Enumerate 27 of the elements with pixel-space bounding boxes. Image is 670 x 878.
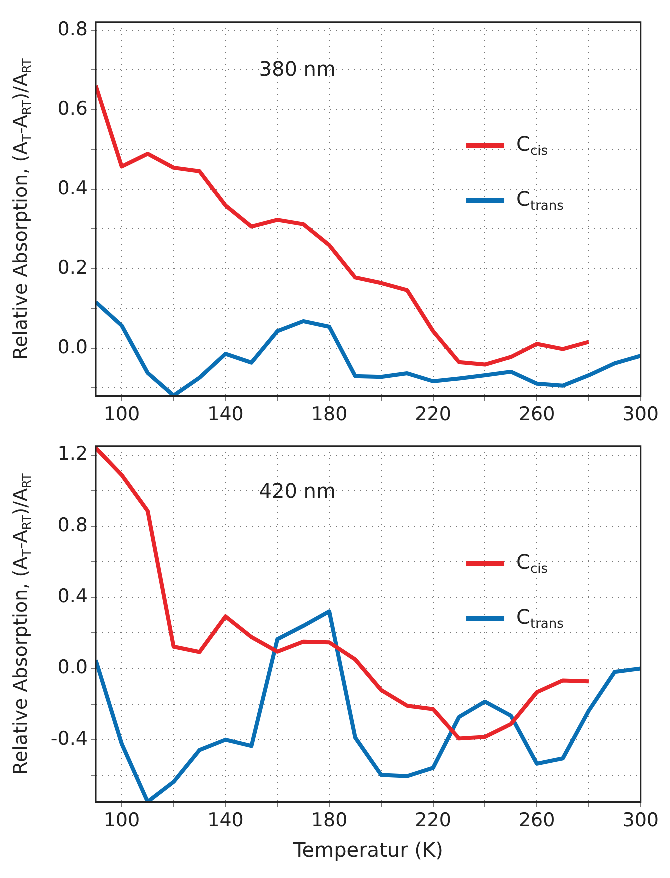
y-tick-label: 0.4 <box>58 177 88 200</box>
y-tick-label: 0.8 <box>58 18 88 40</box>
annotation: 380 nm <box>259 57 336 82</box>
x-tick-label: 180 <box>311 404 348 426</box>
x-tick-label: 220 <box>415 404 452 426</box>
y-axis-title: Relative Absorption, (AT-ART)/ART <box>10 58 34 360</box>
x-tick-label: 260 <box>518 404 556 426</box>
y-tick-label: 0.8 <box>58 514 88 536</box>
x-tick-label: 300 <box>622 404 659 426</box>
x-tick-label: 300 <box>622 810 659 832</box>
y-tick-label: 1.2 <box>58 443 88 466</box>
y-tick-label: 0.0 <box>58 336 88 358</box>
y-axis-title: Relative Absorption, (AT-ART)/ART <box>10 473 34 775</box>
y-tick-label: 0.4 <box>58 586 88 608</box>
x-tick-label: 220 <box>415 810 452 832</box>
x-tick-label: 100 <box>104 810 140 832</box>
y-tick-label: 0.6 <box>58 98 88 120</box>
y-tick-label: 0.0 <box>58 656 88 679</box>
y-tick-label: -0.4 <box>50 728 88 750</box>
x-tick-label: 260 <box>518 810 556 832</box>
annotation: 420 nm <box>259 478 336 503</box>
x-tick-label: 140 <box>208 404 244 426</box>
x-tick-label: 140 <box>208 810 244 832</box>
x-tick-label: 100 <box>104 404 140 426</box>
x-axis-title: Temperatur (K) <box>292 838 444 862</box>
x-tick-label: 180 <box>311 810 348 832</box>
y-tick-label: 0.2 <box>58 256 88 279</box>
